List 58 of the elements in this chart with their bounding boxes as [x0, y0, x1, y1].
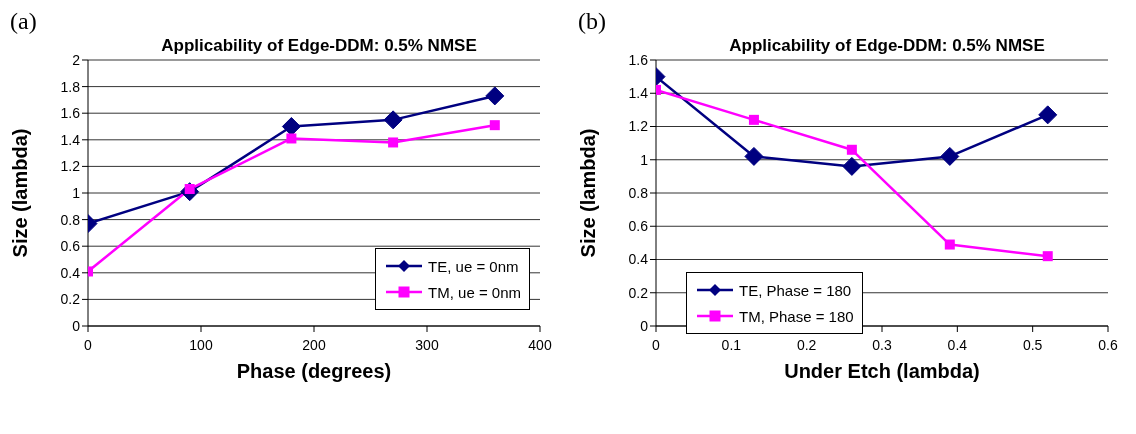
y-tick-label: 1: [640, 151, 649, 168]
text: (a): [10, 8, 37, 35]
y-tick-label: 0.8: [628, 184, 649, 201]
y-tick-label: 0.2: [628, 284, 649, 301]
y-tick-label: 1.2: [628, 118, 649, 135]
point: [485, 86, 505, 106]
y-axis-title: Size (lambda): [577, 128, 600, 258]
y-tick-label: 0.4: [60, 264, 81, 281]
point: [388, 137, 399, 148]
point: [940, 146, 960, 166]
y-tick-label: 1.6: [60, 105, 81, 122]
y-axis-title: Size (lambda): [9, 128, 32, 258]
point: [846, 144, 857, 155]
legend-label: TE, Phase = 180: [739, 281, 852, 299]
legend-label: TE, ue = 0nm: [428, 257, 519, 275]
y-tick-label: 0.6: [60, 238, 81, 255]
point: [383, 110, 403, 130]
y-tick-label: 1.4: [60, 131, 81, 148]
point: [842, 156, 862, 176]
chart-title: Applicability of Edge-DDM: 0.5% NMSE: [728, 36, 1046, 56]
point: [281, 117, 301, 136]
y-tick-label: 0.2: [60, 291, 81, 308]
y-tick-label: 0.6: [628, 218, 649, 235]
point: [1042, 251, 1053, 262]
x-tick-label: 0: [84, 336, 93, 353]
y-tick-label: 0: [640, 317, 649, 334]
x-tick-label: 300: [415, 336, 439, 353]
x-axis-title: Phase (degrees): [236, 360, 392, 382]
x-tick-label: 100: [189, 336, 213, 353]
x-tick-label: 0.1: [721, 336, 742, 353]
x-tick-label: 0.6: [1098, 336, 1118, 353]
x-tick-label: 400: [528, 336, 552, 353]
x-tick-label: 0.4: [947, 336, 968, 353]
chart-title: Applicability of Edge-DDM: 0.5% NMSE: [160, 36, 478, 56]
y-tick-label: 1: [72, 184, 81, 201]
point: [944, 239, 955, 250]
x-tick-label: 0.2: [796, 336, 817, 353]
point: [748, 114, 759, 125]
point: [744, 146, 764, 166]
legend-label: TM, ue = 0nm: [428, 283, 521, 301]
x-tick-label: 200: [302, 336, 326, 353]
x-tick-label: 0: [652, 336, 661, 353]
point: [1038, 105, 1058, 125]
y-tick-label: 1.4: [628, 85, 649, 102]
x-tick-label: 0.5: [1022, 336, 1043, 353]
y-tick-label: 2: [72, 51, 81, 68]
y-tick-label: 1.6: [628, 51, 649, 68]
y-tick-label: 1.2: [60, 158, 81, 175]
x-axis-title: Under Etch (lambda): [784, 360, 980, 382]
point: [286, 133, 297, 144]
point: [489, 120, 500, 131]
y-tick-label: 1.8: [60, 78, 81, 95]
y-tick-label: 0: [72, 317, 81, 334]
y-tick-label: 0.8: [60, 211, 81, 228]
text: (b): [578, 8, 606, 35]
y-tick-label: 0.4: [628, 251, 649, 268]
legend-label: TM, Phase = 180: [739, 307, 854, 325]
x-tick-label: 0.3: [872, 336, 892, 353]
